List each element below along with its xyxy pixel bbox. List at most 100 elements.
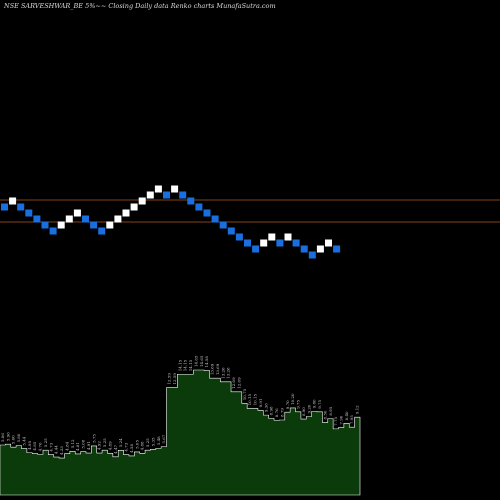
renko-brick-down [300,245,308,253]
area-value-label: 10.20 [290,393,295,405]
area-value-label: 4.92 [97,441,102,450]
renko-brick-down [25,209,33,217]
renko-brick-down [187,197,195,205]
area-value-label: 5.35 [150,437,155,446]
area-value-label: 4.76 [38,442,43,451]
area-value-label: 8.95 [328,406,333,415]
renko-brick-up [57,221,65,229]
area-value-label: 7.75 [333,417,338,426]
area-value-label: 9.75 [317,399,322,408]
area-value-label: 10.15 [253,393,258,405]
renko-brick-down [292,239,300,247]
area-value-label: 9.20 [306,404,311,413]
area-value-label: 5.75 [91,434,96,443]
area-value-label: 4.73 [48,442,53,451]
renko-brick-up [316,245,324,253]
price-area [0,369,361,496]
renko-brick-up [325,239,332,247]
renko-brick-down [244,239,251,247]
renko-brick-up [106,221,114,229]
area-value-label: 10.75 [242,388,247,400]
area-value-label: 4.84 [64,441,69,450]
renko-brick-down [82,215,89,223]
area-value-label: 10.15 [247,393,252,405]
renko-brick-up [73,209,81,217]
renko-brick-up [284,233,292,241]
area-value-label: 4.91 [86,441,91,450]
area-value-label: 13.69 [215,363,220,375]
renko-brick-down [211,215,219,223]
area-value-label: 4.88 [140,441,145,450]
area-value-label: 14.15 [183,359,188,371]
area-value-label: 14.65 [193,355,198,367]
renko-brick-up [65,215,73,223]
renko-brick-down [17,203,25,211]
area-value-label: 4.73 [124,442,129,451]
area-value-label: 8.76 [274,408,279,417]
renko-brick-up [268,233,276,241]
area-value-label: 9.70 [285,400,290,409]
area-value-label: 13.69 [210,363,215,375]
area-value-label: 9.36 [263,403,268,412]
area-value-label: 4.85 [32,441,37,450]
renko-brick-down [276,239,284,247]
area-value-label: 9.75 [296,399,301,408]
renko-brick-down [33,215,41,223]
area-value-label: 13.26 [226,367,231,379]
renko-brick-down [308,251,316,259]
area-value-label: 5.80 [16,433,21,442]
area-value-label: 5.12 [70,439,75,448]
area-value-label: 5.48 [156,436,161,445]
area-value-label: 5.25 [43,438,48,447]
area-value-label: 5.05 [134,440,139,449]
area-value-label: 4.44 [54,445,59,454]
area-value-label: 14.58 [204,356,209,368]
area-value-label: 5.96 [5,432,10,441]
area-value-label: 5.44 [21,436,26,445]
area-value-label: 4.47 [113,444,118,453]
area-value-label: 12.59 [172,373,177,385]
renko-brick-up [260,239,268,247]
area-value-label: 4.33 [59,446,64,455]
area-value-label: 8.50 [322,410,327,419]
renko-brick-down [203,209,211,217]
renko-brick-down [98,227,106,235]
area-value-label: 5.86 [0,433,5,442]
area-value-label: 14.15 [188,359,193,371]
area-value-label: 5.25 [145,438,150,447]
area-value-label: 4.95 [27,440,32,449]
area-value-label: 8.98 [269,406,274,415]
renko-brick-up [9,197,17,205]
renko-brick-down [163,191,170,199]
area-value-label: 12.59 [167,373,172,385]
renko-bricks [1,185,341,259]
area-value-label: 5.24 [118,438,123,447]
renko-brick-down [49,227,57,235]
renko-brick-down [227,227,235,235]
renko-brick-up [122,209,130,217]
price-area-panel: 5.86 5.96 5.60 5.80 5.44 4.95 4.85 4.76 5.25 4.73… [0,355,361,496]
area-value-label: 9.80 [312,399,317,408]
area-value-label: 12.09 [231,377,236,389]
renko-brick-down [41,221,49,229]
renko-brick-down [333,245,341,253]
area-value-label: 13.26 [220,367,225,379]
area-value-label: 4.81 [75,442,80,451]
area-value-label: 5.67 [161,434,166,443]
area-value-label: 14.15 [177,359,182,371]
renko-brick-down [1,203,8,211]
renko-brick-down [219,221,227,229]
area-value-label: 8.79 [279,408,284,417]
area-value-label: 5.60 [11,435,16,444]
area-value-label: 9.91 [258,399,263,408]
renko-brick-up [114,215,122,223]
area-value-label: 8.40 [344,411,349,420]
area-value-label: 8.90 [301,407,306,416]
area-value-label: 5.08 [81,439,86,448]
renko-brick-down [235,233,243,241]
renko-brick-down [179,191,187,199]
chart-header: NSE SARVESHWAR_BE 5%~~ Closing Daily dat… [3,2,276,10]
area-value-label: 5.25 [102,438,107,447]
area-value-label: 14.65 [199,355,204,367]
